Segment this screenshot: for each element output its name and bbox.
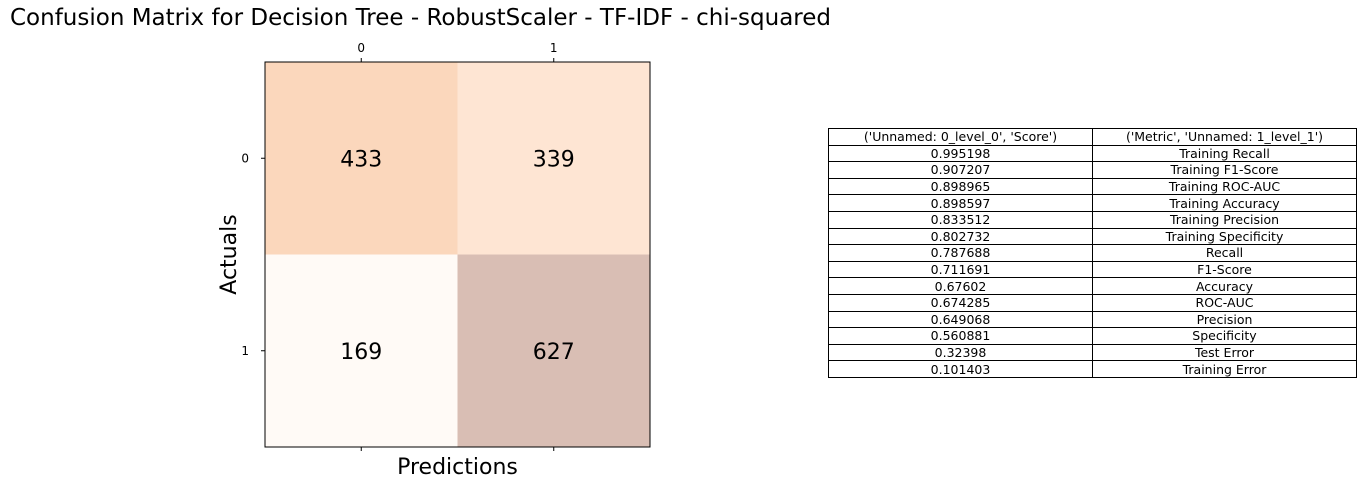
metric-cell: Specificity [1092,327,1357,345]
y-tick-label: 0 [241,151,249,165]
metric-cell: Training Error [1092,360,1357,378]
chart-title: Confusion Matrix for Decision Tree - Rob… [10,5,831,31]
metric-cell: Training Recall [1092,144,1357,163]
confusion-matrix: 433 339 169 627 0 1 0 1 Predictions Actuals [217,41,651,480]
table-row: 0.101403 Training Error [828,360,1357,378]
y-tick-label: 1 [241,344,249,358]
x-tick-label: 1 [550,41,558,55]
table-row: 0.787688 Recall [828,244,1357,262]
score-cell: 0.802732 [828,227,1093,246]
table-row: 0.907207 Training F1-Score [828,161,1357,179]
score-column-header: ('Unnamed: 0_level_0', 'Score') [828,128,1093,146]
score-cell: 0.560881 [828,327,1093,345]
score-cell: 0.995198 [828,144,1093,163]
metric-cell: ROC-AUC [1092,293,1357,312]
x-axis-label: Predictions [397,455,518,480]
metric-cell: Test Error [1092,343,1357,362]
score-cell: 0.787688 [828,244,1093,262]
table-row: 0.649068 Precision [828,310,1357,329]
metric-cell: Training Specificity [1092,227,1357,246]
metric-column-header: ('Metric', 'Unnamed: 1_level_1') [1092,128,1357,146]
table-row: 0.711691 F1-Score [828,260,1357,279]
metric-cell: Training Accuracy [1092,194,1357,212]
score-cell: 0.674285 [828,293,1093,312]
score-cell: 0.32398 [828,343,1093,362]
score-cell: 0.898597 [828,194,1093,212]
table-row: 0.67602 Accuracy [828,277,1357,295]
score-cell: 0.101403 [828,360,1093,378]
metrics-table: ('Unnamed: 0_level_0', 'Score') ('Metric'… [828,128,1357,378]
table-row: 0.560881 Specificity [828,327,1357,345]
x-tick-label: 0 [357,41,365,55]
table-row: 0.802732 Training Specificity [828,227,1357,246]
cell-value: 433 [340,147,382,172]
table-header-row: ('Unnamed: 0_level_0', 'Score') ('Metric'… [828,128,1357,146]
table-row: 0.995198 Training Recall [828,144,1357,163]
plot-frame [264,61,651,448]
table-row: 0.898597 Training Accuracy [828,194,1357,212]
cell-value: 169 [340,340,382,365]
table-row: 0.674285 ROC-AUC [828,293,1357,312]
matrix-cell [457,254,650,447]
metric-cell: Training ROC-AUC [1092,177,1357,196]
matrix-cell [265,62,458,255]
table-row: 0.32398 Test Error [828,343,1357,362]
score-cell: 0.711691 [828,260,1093,279]
metric-cell: Training F1-Score [1092,161,1357,179]
table-row: 0.898965 Training ROC-AUC [828,177,1357,196]
metric-cell: F1-Score [1092,260,1357,279]
table-row: 0.833512 Training Precision [828,210,1357,229]
matrix-cell [265,254,458,447]
score-cell: 0.907207 [828,161,1093,179]
metric-cell: Precision [1092,310,1357,329]
score-cell: 0.649068 [828,310,1093,329]
cell-value: 627 [533,340,575,365]
matrix-cell [457,62,650,255]
score-cell: 0.898965 [828,177,1093,196]
score-cell: 0.67602 [828,277,1093,295]
metric-cell: Accuracy [1092,277,1357,295]
score-cell: 0.833512 [828,210,1093,229]
metric-cell: Recall [1092,244,1357,262]
cell-value: 339 [533,147,575,172]
y-axis-label: Actuals [217,214,242,294]
metric-cell: Training Precision [1092,210,1357,229]
